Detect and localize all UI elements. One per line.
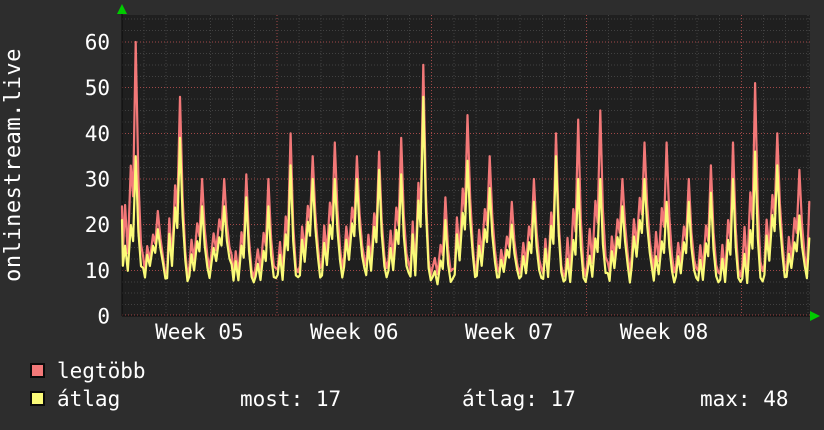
y-axis-tick-label: 0: [97, 305, 110, 329]
series-line-atlag: [120, 95, 811, 286]
x-axis-tick-label-week-07: Week 07: [465, 320, 554, 344]
y-axis-tick-label: 10: [85, 259, 110, 283]
x-axis-tick-label-week-08: Week 08: [620, 320, 709, 344]
legend-label-legtobb: legtöbb: [57, 359, 146, 383]
legend-label-atlag: átlag: [57, 387, 121, 411]
y-axis-tick-label: 30: [85, 168, 110, 192]
chart-plot: 0 10 20 30 40 50 60 Week 05 Week 06 Week 07 Week 0…: [85, 4, 820, 344]
y-axis-tick-label: 60: [85, 31, 110, 55]
stat-atlag: átlag: 17: [462, 387, 576, 411]
stat-most: most: 17: [240, 387, 342, 411]
y-axis-tick-label: 40: [85, 122, 110, 146]
y-axis-tick-label: 50: [85, 76, 110, 100]
y-axis-tick-label: 20: [85, 213, 110, 237]
legend-swatch-legtobb: [30, 363, 45, 378]
x-axis-tick-label-week-06: Week 06: [310, 320, 399, 344]
x-axis-tick-label-week-05: Week 05: [155, 320, 244, 344]
legend-swatch-atlag: [30, 391, 45, 406]
stat-max: max: 48: [700, 387, 789, 411]
y-axis-arrow-icon: [117, 4, 127, 14]
x-axis-arrow-icon: [810, 311, 820, 321]
